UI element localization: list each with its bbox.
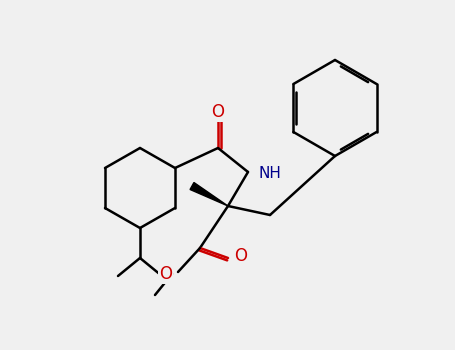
Polygon shape (190, 182, 228, 206)
Text: NH: NH (258, 167, 281, 182)
Text: O: O (159, 265, 172, 283)
Text: O: O (234, 247, 247, 265)
Text: O: O (212, 103, 224, 121)
